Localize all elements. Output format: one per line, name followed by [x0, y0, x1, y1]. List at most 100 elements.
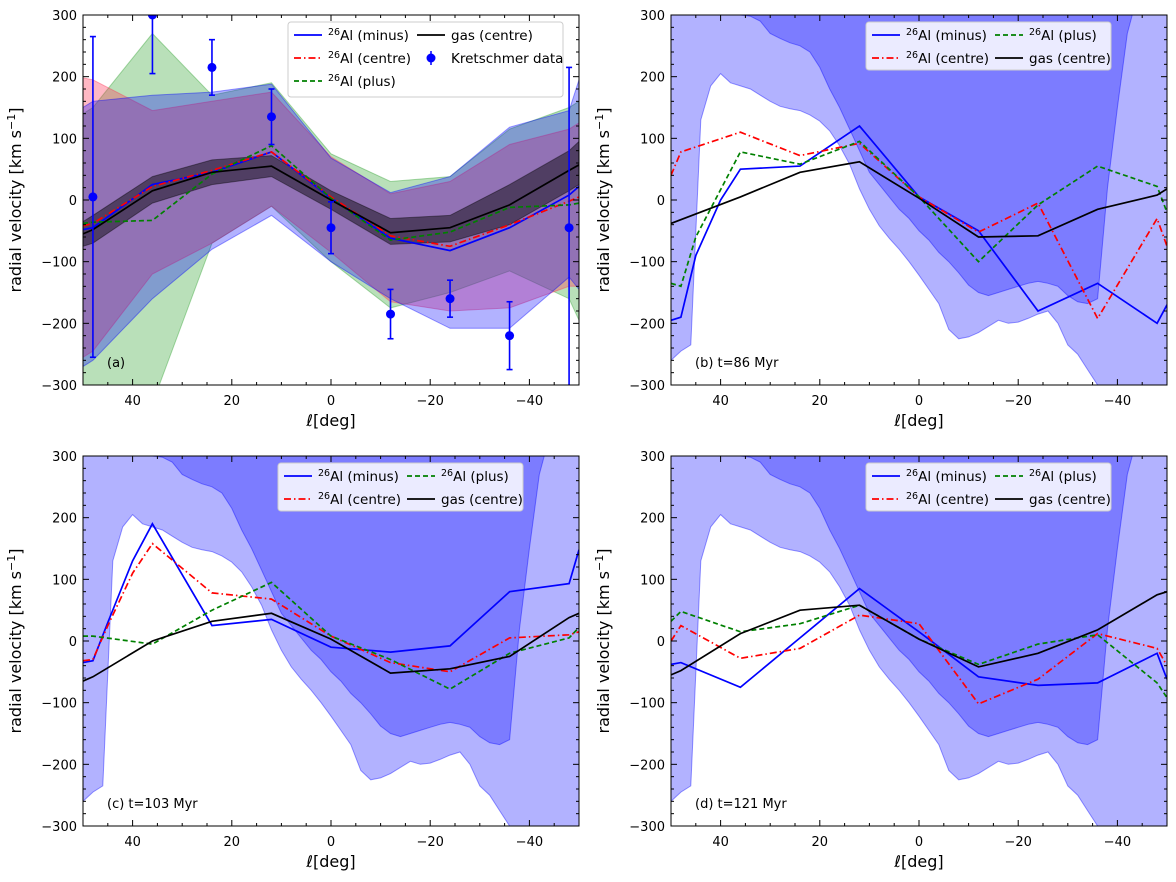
legend-item-plus: 26Al (plus): [995, 27, 1097, 44]
y-tick-label: −300: [41, 379, 77, 394]
x-tick-label: 0: [915, 394, 923, 409]
legend-label: 26Al (centre): [906, 491, 989, 508]
legend-iso: 26: [318, 491, 330, 502]
plot-area: [83, 456, 579, 826]
data-point: [564, 223, 574, 233]
data-point: [147, 15, 157, 20]
legend-item-gas: gas (centre): [995, 51, 1111, 67]
x-tick-label: −20: [416, 394, 443, 409]
legend: 26Al (minus)26Al (centre)26Al (plus)gas …: [865, 21, 1112, 71]
legend-item-centre: 26Al (centre): [294, 50, 411, 67]
legend-label: 26Al (minus): [318, 468, 399, 485]
y-tick-label: 200: [52, 512, 77, 527]
x-tick-label: 20: [812, 394, 829, 409]
band-blue: [671, 15, 1167, 385]
data-point: [266, 112, 276, 122]
x-label-unit: [deg]: [901, 411, 944, 430]
series-centre-line: [83, 542, 579, 673]
legend-label: gas (centre): [1029, 51, 1111, 67]
legend-text: Al (minus): [330, 469, 399, 485]
y-tick-label: −100: [41, 256, 77, 271]
legend-item-centre: 26Al (centre): [284, 491, 401, 508]
y-tick-label: −200: [629, 758, 665, 773]
y-tick-label: 300: [640, 450, 665, 465]
legend-iso: 26: [906, 491, 918, 502]
x-axis-label: ℓ[deg]: [893, 852, 943, 871]
y-axis-label: radial velocity [km s−1]: [593, 108, 613, 293]
legend-label: 26Al (minus): [906, 468, 987, 485]
legend-iso: 26: [328, 50, 340, 61]
y-tick-label: 300: [52, 9, 77, 24]
x-tick-label: −40: [1104, 835, 1131, 850]
x-label-symbol: ℓ: [893, 411, 901, 430]
legend-iso: 26: [906, 50, 918, 61]
legend-text: Al (centre): [340, 51, 411, 67]
y-tick-label: 200: [640, 71, 665, 86]
x-axis-label: ℓ[deg]: [893, 411, 943, 430]
y-label-unit: [km s: [594, 571, 613, 616]
x-axis-label: ℓ[deg]: [305, 852, 355, 871]
band-blue_top: [83, 456, 545, 746]
plot-area: [83, 15, 579, 385]
series-minus-line: [83, 522, 579, 664]
x-label-symbol: ℓ: [893, 852, 901, 871]
y-label-exp: −1: [5, 555, 18, 571]
legend-label: gas (centre): [1029, 492, 1111, 508]
legend-text: Al (centre): [918, 492, 989, 508]
legend-text: gas (centre): [451, 28, 533, 44]
y-tick-label: 300: [52, 450, 77, 465]
legend-marker: [426, 53, 436, 63]
legend-label: 26Al (plus): [328, 73, 396, 90]
x-tick-label: 0: [327, 835, 335, 850]
y-label-close: ]: [6, 549, 25, 555]
legend: 26Al (minus)26Al (centre)26Al (plus)gas …: [865, 462, 1112, 512]
y-tick-label: 0: [657, 194, 665, 209]
legend-label: Kretschmer data: [451, 51, 563, 67]
y-tick-label: 0: [69, 635, 77, 650]
y-tick-label: 100: [52, 132, 77, 147]
series-gas-line: [83, 612, 579, 682]
y-tick-label: −100: [41, 697, 77, 712]
y-label-unit: [km s: [6, 130, 25, 175]
y-label-close: ]: [594, 108, 613, 114]
legend-text: Al (centre): [918, 51, 989, 67]
band-blue_top: [671, 456, 1133, 746]
band-blue: [83, 456, 579, 826]
x-label-unit: [deg]: [313, 411, 356, 430]
legend-text: Al (centre): [330, 492, 401, 508]
y-axis-label: radial velocity [km s−1]: [5, 108, 25, 293]
legend-iso: 26: [906, 27, 918, 38]
x-tick-label: −20: [416, 835, 443, 850]
legend-item-plus: 26Al (plus): [294, 73, 396, 90]
series-minus-line: [671, 124, 1167, 325]
legend-iso: 26: [1029, 468, 1041, 479]
legend-iso: 26: [318, 468, 330, 479]
legend-iso: 26: [328, 73, 340, 84]
legend-item-plus: 26Al (plus): [407, 468, 509, 485]
x-tick-label: −40: [1104, 394, 1131, 409]
legend-text: Al (minus): [918, 28, 987, 44]
x-tick-label: 20: [812, 835, 829, 850]
panel-annotation: (c) t=103 Myr: [107, 797, 198, 812]
legend-box: [287, 21, 564, 98]
x-tick-label: 0: [915, 835, 923, 850]
panel-c: 40 20 0 −20 −403002001000−100−200−300ℓ[deg]r…: [5, 450, 580, 871]
legend-item-minus: 26Al (minus): [872, 468, 987, 485]
legend-label: 26Al (minus): [328, 27, 409, 44]
y-label-close: ]: [6, 108, 25, 114]
legend-text: gas (centre): [1029, 51, 1111, 67]
y-tick-label: 0: [657, 635, 665, 650]
series-plus-line: [671, 140, 1167, 288]
legend-label: 26Al (centre): [318, 491, 401, 508]
series-centre-line: [671, 614, 1167, 705]
x-tick-label: −40: [516, 835, 543, 850]
y-tick-label: 300: [640, 9, 665, 24]
data-point: [445, 294, 455, 304]
legend-text: Al (minus): [340, 28, 409, 44]
y-tick-label: −300: [41, 820, 77, 835]
legend: 26Al (minus)26Al (centre)26Al (plus)gas …: [287, 21, 564, 98]
x-label-unit: [deg]: [901, 852, 944, 871]
y-label-text: radial velocity: [594, 175, 613, 293]
y-tick-label: 200: [52, 71, 77, 86]
